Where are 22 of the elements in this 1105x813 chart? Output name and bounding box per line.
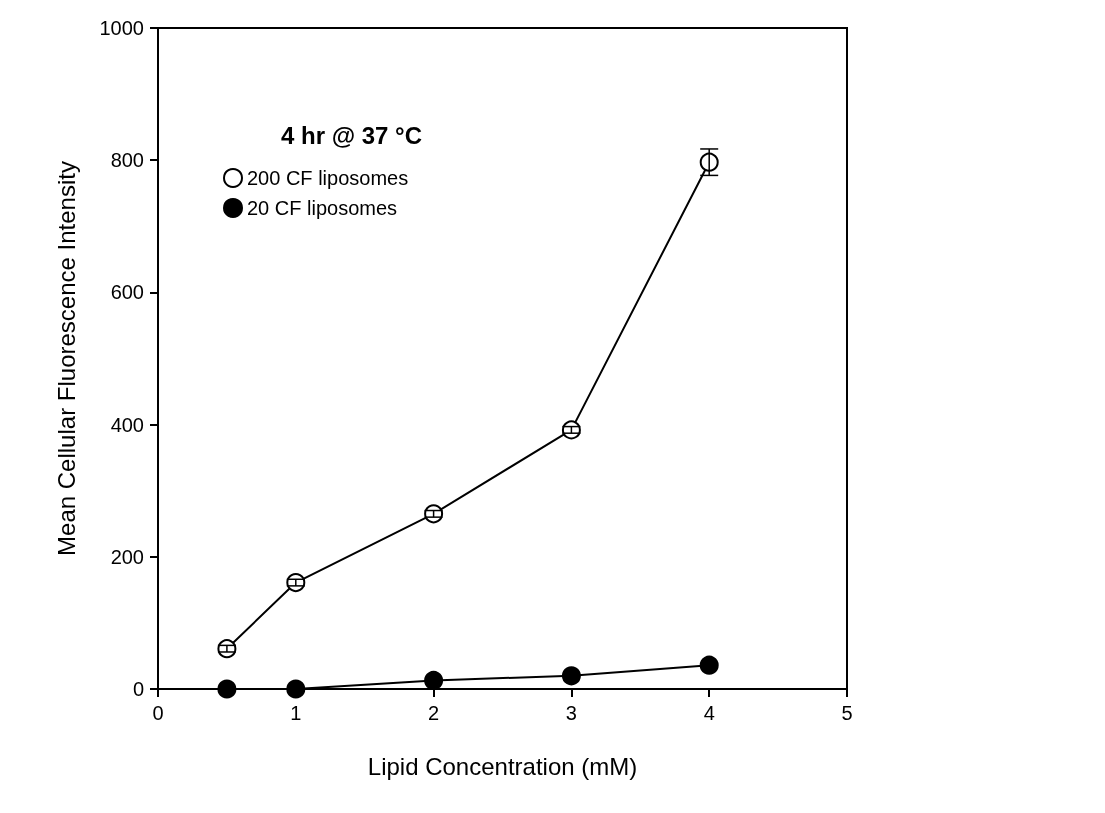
y-tick-label: 800	[110, 149, 144, 172]
x-tick-label: 3	[565, 702, 577, 724]
x-tick-label: 1	[290, 702, 302, 724]
y-tick-label: 200	[110, 545, 144, 568]
text: 4 hr @ 37 °C	[281, 121, 423, 149]
y-tick-label: 0	[132, 678, 144, 700]
legend-label: 200 CF liposomes	[247, 167, 409, 189]
point	[699, 655, 719, 675]
y-tick-label: 1000	[99, 17, 144, 39]
point	[424, 670, 444, 690]
point	[286, 679, 306, 699]
x-tick-label: 4	[703, 702, 715, 724]
y-tick-label: 600	[110, 281, 144, 304]
legend-label: 20 CF liposomes	[247, 197, 398, 219]
x-axis-title: Lipid Concentration (mM)	[367, 752, 638, 780]
x-tick-label: 5	[841, 702, 853, 724]
point	[217, 679, 237, 699]
x-tick-label: 2	[428, 702, 440, 724]
x-tick-label: 0	[152, 702, 164, 724]
y-axis-title: Mean Cellular Fluorescence Intensity	[52, 161, 80, 556]
point	[561, 666, 581, 686]
y-tick-label: 400	[110, 413, 144, 436]
